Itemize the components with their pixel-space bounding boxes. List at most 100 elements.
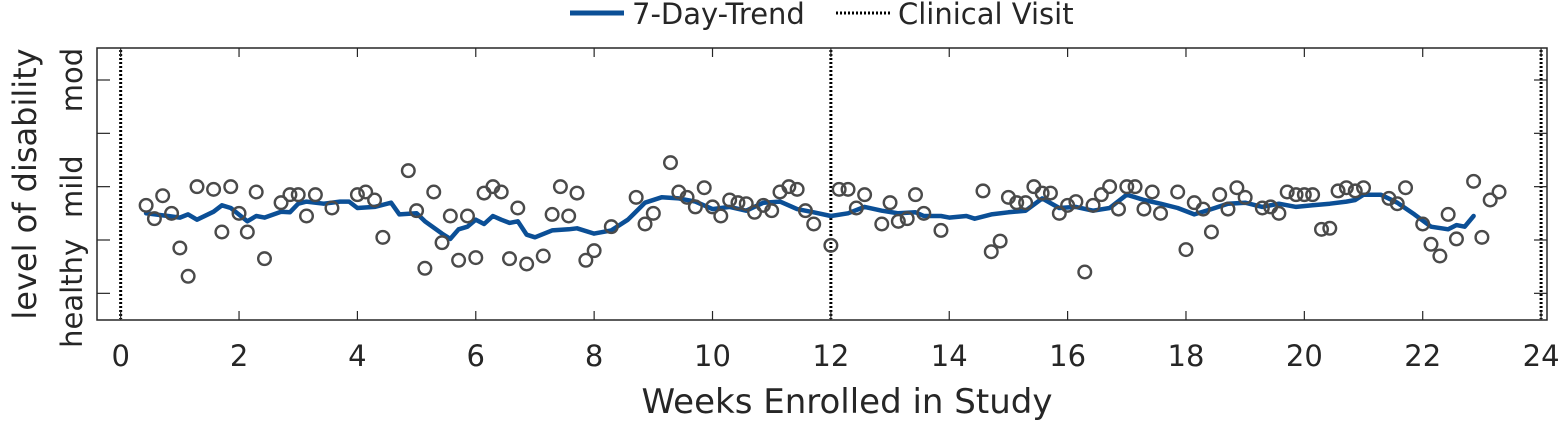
- daily-score-point-97: [1119, 179, 1135, 195]
- daily-score-point-76: [899, 211, 915, 227]
- y-axis-ticks: [97, 79, 1547, 294]
- daily-score-point-11: [239, 224, 255, 240]
- daily-score-point-105: [1195, 201, 1211, 217]
- daily-score-point-20: [349, 187, 365, 203]
- x-tick-label-12: 12: [812, 339, 849, 373]
- daily-score-point-121: [1338, 180, 1354, 196]
- legend-visit-label: Clinical Visit: [898, 0, 1074, 31]
- daily-score-point-81: [983, 244, 999, 260]
- daily-score-point-107: [1212, 187, 1228, 203]
- daily-score-point-29: [442, 208, 458, 224]
- daily-score-point-134: [1482, 192, 1498, 208]
- x-axis-label: Weeks Enrolled in Study: [642, 382, 1053, 422]
- daily-score-point-31: [459, 208, 475, 224]
- daily-score-point-37: [510, 200, 526, 216]
- daily-score-point-131: [1448, 231, 1464, 247]
- plot-area-frame: [96, 47, 1548, 321]
- daily-score-point-48: [637, 216, 653, 232]
- daily-score-point-39: [535, 248, 551, 264]
- daily-score-point-99: [1136, 201, 1152, 217]
- clinical-visit-lines: [119, 50, 1543, 319]
- daily-score-point-73: [874, 216, 890, 232]
- daily-score-point-1: [146, 211, 162, 227]
- daily-score-point-84: [1009, 195, 1025, 211]
- daily-score-point-109: [1229, 180, 1245, 196]
- daily-score-point-113: [1271, 205, 1287, 221]
- daily-score-point-0: [138, 197, 154, 213]
- x-tick-label-0: 0: [111, 339, 129, 373]
- legend: 7-Day-Trend Clinical Visit: [570, 0, 1074, 31]
- daily-score-point-123: [1356, 180, 1372, 196]
- daily-score-point-129: [1432, 248, 1448, 264]
- daily-score-point-125: [1389, 196, 1405, 212]
- y-tick-label-mod: mod: [55, 48, 89, 112]
- daily-score-point-118: [1314, 221, 1330, 237]
- daily-score-point-79: [933, 222, 949, 238]
- daily-score-point-54: [696, 180, 712, 196]
- daily-score-point-49: [645, 205, 661, 221]
- daily-score-point-59: [738, 196, 754, 212]
- daily-score-point-90: [1060, 197, 1076, 213]
- daily-score-point-64: [781, 179, 797, 195]
- daily-score-point-75: [890, 213, 906, 229]
- y-tick-label-mild: mild: [55, 155, 89, 218]
- daily-score-point-110: [1237, 189, 1253, 205]
- daily-score-point-41: [552, 179, 568, 195]
- daily-score-point-21: [358, 184, 374, 200]
- daily-score-point-88: [1042, 185, 1058, 201]
- x-tick-label-22: 22: [1404, 339, 1441, 373]
- daily-score-point-47: [628, 189, 644, 205]
- daily-score-point-117: [1305, 187, 1321, 203]
- daily-score-point-116: [1296, 187, 1312, 203]
- daily-score-points: [138, 155, 1507, 284]
- daily-score-point-74: [882, 195, 898, 211]
- daily-score-point-102: [1170, 184, 1186, 200]
- daily-score-point-104: [1186, 195, 1202, 211]
- daily-score-point-119: [1322, 220, 1338, 236]
- daily-score-point-96: [1111, 201, 1127, 217]
- daily-score-point-115: [1288, 187, 1304, 203]
- daily-score-point-5: [180, 268, 196, 284]
- daily-score-point-56: [713, 208, 729, 224]
- daily-score-point-13: [256, 251, 272, 267]
- daily-score-point-3: [164, 205, 180, 221]
- daily-score-point-4: [172, 240, 188, 256]
- daily-score-point-32: [468, 250, 484, 266]
- daily-score-point-66: [797, 203, 813, 219]
- daily-score-point-46: [603, 219, 619, 235]
- x-tick-label-16: 16: [1049, 339, 1086, 373]
- daily-score-point-69: [831, 181, 847, 197]
- daily-score-point-15: [282, 187, 298, 203]
- daily-score-point-111: [1254, 200, 1270, 216]
- x-tick-label-18: 18: [1168, 339, 1205, 373]
- daily-score-point-25: [409, 203, 425, 219]
- daily-score-point-23: [375, 229, 391, 245]
- daily-score-point-130: [1440, 206, 1456, 222]
- x-tick-label-20: 20: [1286, 339, 1323, 373]
- daily-score-point-133: [1474, 229, 1490, 245]
- x-tick-label-10: 10: [694, 339, 731, 373]
- daily-score-point-10: [231, 205, 247, 221]
- daily-score-point-94: [1093, 187, 1109, 203]
- daily-score-point-9: [223, 179, 239, 195]
- y-tick-label-healthy: healthy: [55, 239, 89, 348]
- daily-score-point-77: [908, 187, 924, 203]
- daily-score-point-55: [705, 199, 721, 215]
- daily-score-point-80: [975, 183, 991, 199]
- daily-score-point-135: [1491, 184, 1507, 200]
- daily-score-point-12: [248, 184, 264, 200]
- daily-score-point-120: [1330, 183, 1346, 199]
- daily-score-point-71: [848, 200, 864, 216]
- x-tick-label-2: 2: [230, 339, 248, 373]
- daily-score-point-28: [434, 235, 450, 251]
- x-tick-label-4: 4: [348, 339, 366, 373]
- x-tick-label-24: 24: [1523, 339, 1560, 373]
- daily-score-point-33: [476, 185, 492, 201]
- daily-score-point-92: [1077, 264, 1093, 280]
- daily-score-point-43: [569, 185, 585, 201]
- daily-score-point-78: [916, 205, 932, 221]
- daily-score-point-53: [687, 199, 703, 215]
- daily-score-point-30: [451, 252, 467, 268]
- daily-score-point-58: [730, 195, 746, 211]
- daily-score-point-122: [1347, 183, 1363, 199]
